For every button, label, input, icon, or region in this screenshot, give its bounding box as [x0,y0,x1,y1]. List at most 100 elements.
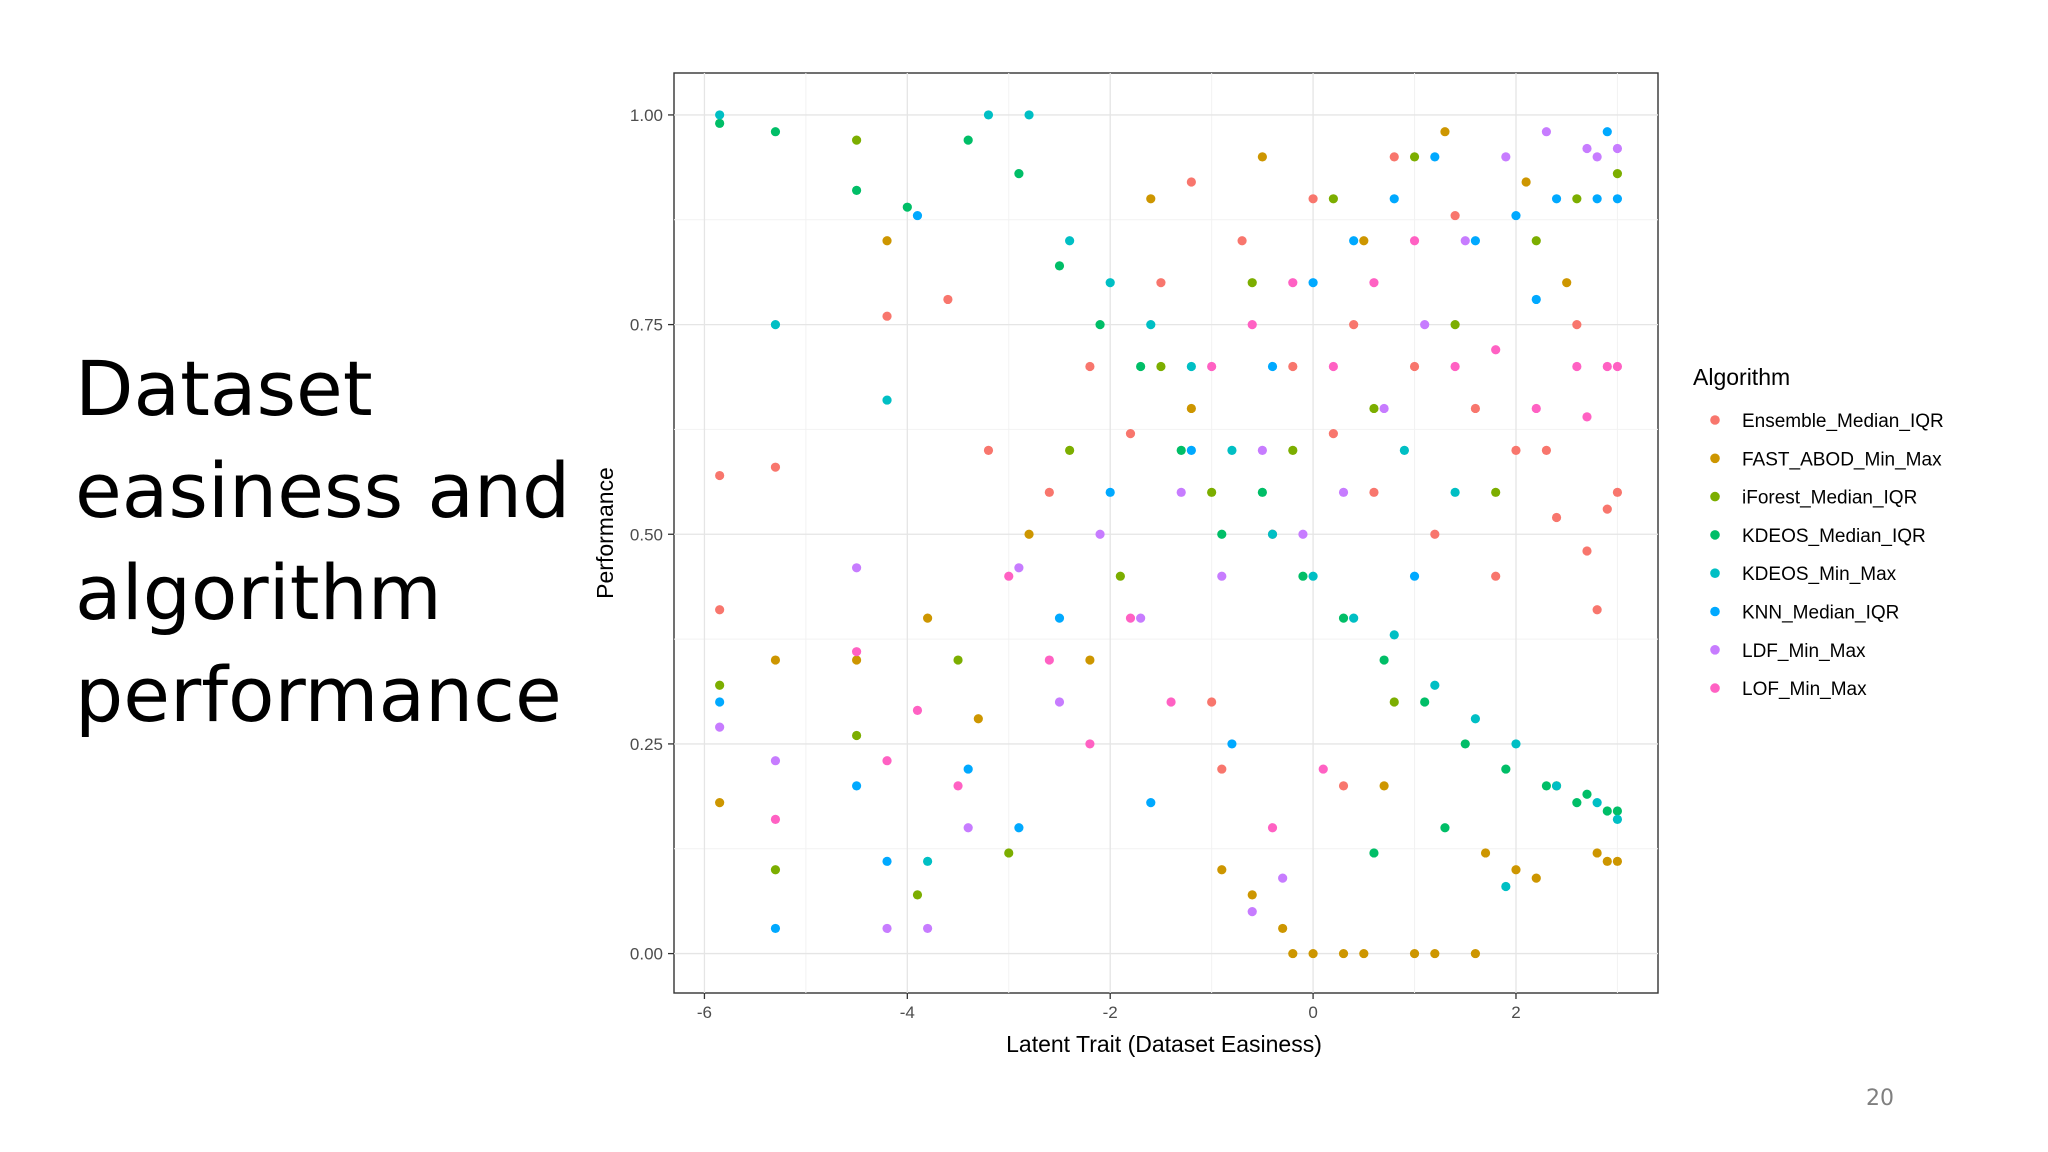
legend-key [1710,645,1720,655]
data-point [1237,236,1247,246]
data-point [1308,948,1318,959]
data-point [1409,948,1420,959]
data-point [1136,361,1146,372]
y-axis-ticks: 0.00 0.25 0.50 0.75 1.00 [630,106,674,964]
data-point [1612,169,1623,179]
data-point [1166,697,1176,707]
x-tick-label: -4 [900,1003,915,1022]
data-point [770,655,781,665]
x-axis-ticks: -6 -4 -2 0 2 [697,993,1521,1022]
data-point [973,714,983,724]
data-point [1115,571,1125,581]
data-point [1105,487,1115,497]
data-point [1572,319,1582,330]
data-point [1349,236,1359,246]
y-tick-label: 1.00 [630,106,663,125]
data-point [1227,445,1237,455]
data-point [770,814,781,824]
data-point [1186,445,1196,455]
data-point [1288,948,1298,959]
legend-label: FAST_ABOD_Min_Max [1742,449,1942,470]
y-tick-label: 0.50 [630,525,663,544]
data-point [1602,127,1612,137]
data-point [1612,361,1623,372]
data-point [1176,445,1186,455]
data-point [1531,294,1541,305]
data-point [1338,487,1349,497]
data-point [1227,739,1237,749]
data-point [1156,278,1166,288]
legend-key [1710,683,1720,693]
data-point [1470,948,1481,959]
data-point [1409,571,1420,581]
data-point [1257,445,1267,455]
data-point [1460,236,1470,246]
data-point [1146,798,1156,808]
data-point [1602,806,1612,816]
legend-label: Ensemble_Median_IQR [1742,411,1944,432]
data-point [1359,236,1369,246]
data-point [1409,236,1420,246]
x-axis-title: Latent Trait (Dataset Easiness) [1006,1031,1322,1057]
data-point [1328,429,1338,439]
plot-panel [673,72,1659,994]
data-point [1024,110,1034,120]
data-point [1491,571,1501,581]
data-point [1592,798,1602,808]
data-point [1288,445,1298,455]
data-point [1602,856,1612,866]
data-point [1288,361,1298,372]
legend-label: LOF_Min_Max [1742,679,1867,700]
data-point [1359,948,1369,959]
data-point [1349,319,1359,330]
data-point [923,613,933,623]
data-point [1207,361,1217,372]
data-point [1531,236,1541,246]
data-point [851,730,862,741]
data-point [1511,445,1521,455]
data-point [1207,487,1217,497]
data-point [1501,764,1511,774]
data-point [770,462,781,472]
data-point [1470,714,1481,724]
data-point [1470,236,1481,246]
data-point [1308,571,1318,581]
data-point [1278,873,1288,883]
data-point [1450,361,1460,372]
data-point [1136,613,1146,623]
data-point [1551,512,1562,523]
data-point [1440,127,1450,137]
x-tick-label: -2 [1103,1003,1118,1022]
slide-number: 20 [1866,1086,1894,1111]
data-point [1389,152,1399,162]
data-point [1328,361,1338,372]
data-point [770,756,781,766]
data-point [1450,319,1460,330]
legend-key [1710,606,1720,617]
legend-label: LDF_Min_Max [1742,641,1866,662]
data-point [1338,948,1349,959]
data-point [1572,798,1582,808]
data-point [1054,697,1065,707]
data-point [1095,529,1105,539]
data-point [1541,127,1552,137]
data-point [1420,697,1430,707]
slide-title-line-3: algorithm [75,548,442,637]
legend-label: KDEOS_Min_Max [1742,564,1897,585]
data-point [1146,319,1156,330]
data-point [1247,278,1257,288]
data-point [1349,613,1359,623]
data-point [882,236,892,246]
data-point [1531,873,1541,883]
data-point [1511,210,1521,221]
data-point [1582,412,1592,422]
data-point [1065,236,1075,246]
legend-key [1710,491,1720,502]
data-point [1095,319,1105,330]
data-point [1085,361,1095,372]
data-point [1004,848,1014,858]
data-point [1430,529,1440,539]
data-point [715,605,725,615]
data-point [715,722,725,732]
data-point [1602,504,1612,514]
